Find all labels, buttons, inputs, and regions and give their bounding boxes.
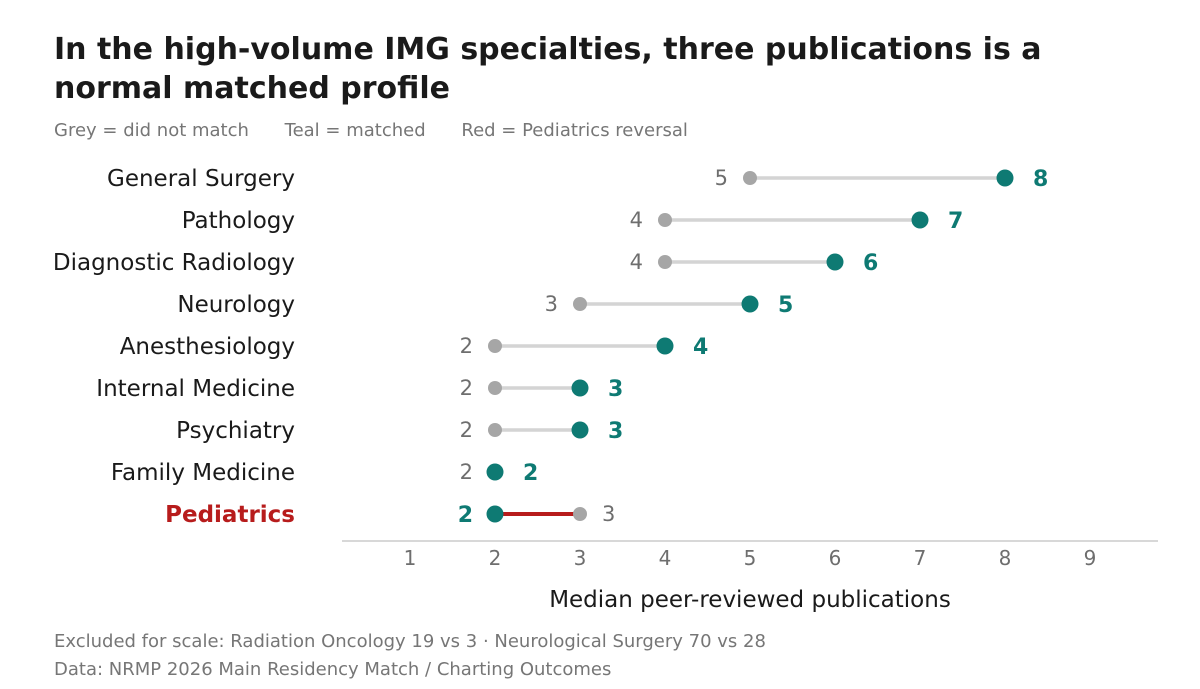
unmatched-dot	[488, 381, 502, 395]
row-label: Diagnostic Radiology	[53, 250, 295, 276]
unmatched-value-label: 3	[545, 292, 558, 316]
row-label: Pediatrics	[165, 502, 295, 528]
row-label: Psychiatry	[176, 418, 295, 444]
x-tick-label: 8	[999, 546, 1012, 570]
row-label: Neurology	[177, 292, 295, 318]
legend-red: Red = Pediatrics reversal	[461, 120, 688, 141]
unmatched-dot	[488, 423, 502, 437]
unmatched-value-label: 5	[715, 166, 728, 190]
x-tick-label: 4	[659, 546, 672, 570]
matched-value-label: 5	[778, 293, 793, 318]
matched-dot	[571, 379, 589, 397]
unmatched-value-label: 2	[460, 334, 473, 358]
matched-value-label: 3	[608, 377, 623, 402]
x-tick-label: 7	[914, 546, 927, 570]
matched-value-label: 2	[458, 503, 473, 528]
matched-value-label: 6	[863, 251, 878, 276]
row-label: Pathology	[182, 208, 295, 234]
chart-title: In the high-volume IMG specialties, thre…	[54, 32, 1042, 106]
x-tick-label: 6	[829, 546, 842, 570]
unmatched-value-label: 4	[630, 208, 643, 232]
row-label: Anesthesiology	[120, 334, 295, 360]
legend-teal: Teal = matched	[284, 120, 426, 141]
unmatched-dot	[658, 255, 672, 269]
x-tick-label: 2	[489, 546, 502, 570]
matched-dot	[656, 337, 674, 355]
unmatched-value-label: 2	[460, 376, 473, 400]
matched-dot	[996, 169, 1014, 187]
color-legend: Grey = did not match Teal = matched Red …	[54, 120, 718, 141]
unmatched-dot	[488, 339, 502, 353]
unmatched-dot	[573, 297, 587, 311]
row-label: Internal Medicine	[96, 376, 295, 402]
unmatched-value-label: 2	[460, 460, 473, 484]
unmatched-dot	[743, 171, 757, 185]
row-label: General Surgery	[107, 166, 295, 192]
x-tick-label: 1	[404, 546, 417, 570]
unmatched-value-label: 2	[460, 418, 473, 442]
source-note: Data: NRMP 2026 Main Residency Match / C…	[54, 659, 612, 680]
footnote: Excluded for scale: Radiation Oncology 1…	[54, 631, 766, 652]
x-axis-label: Median peer-reviewed publications	[549, 587, 951, 613]
row-label: Family Medicine	[111, 460, 295, 486]
matched-dot	[486, 463, 504, 481]
matched-value-label: 8	[1033, 167, 1048, 192]
matched-dot	[486, 505, 504, 523]
x-tick-label: 9	[1084, 546, 1097, 570]
x-tick-label: 5	[744, 546, 757, 570]
unmatched-value-label: 4	[630, 250, 643, 274]
matched-value-label: 4	[693, 335, 708, 360]
matched-value-label: 7	[948, 209, 963, 234]
matched-value-label: 3	[608, 419, 623, 444]
unmatched-dot	[658, 213, 672, 227]
legend-grey: Grey = did not match	[54, 120, 249, 141]
matched-value-label: 2	[523, 461, 538, 486]
unmatched-value-label: 3	[602, 502, 615, 526]
matched-dot	[741, 295, 759, 313]
matched-dot	[571, 421, 589, 439]
matched-dot	[911, 211, 929, 229]
x-tick-label: 3	[574, 546, 587, 570]
unmatched-dot	[573, 507, 587, 521]
matched-dot	[826, 253, 844, 271]
